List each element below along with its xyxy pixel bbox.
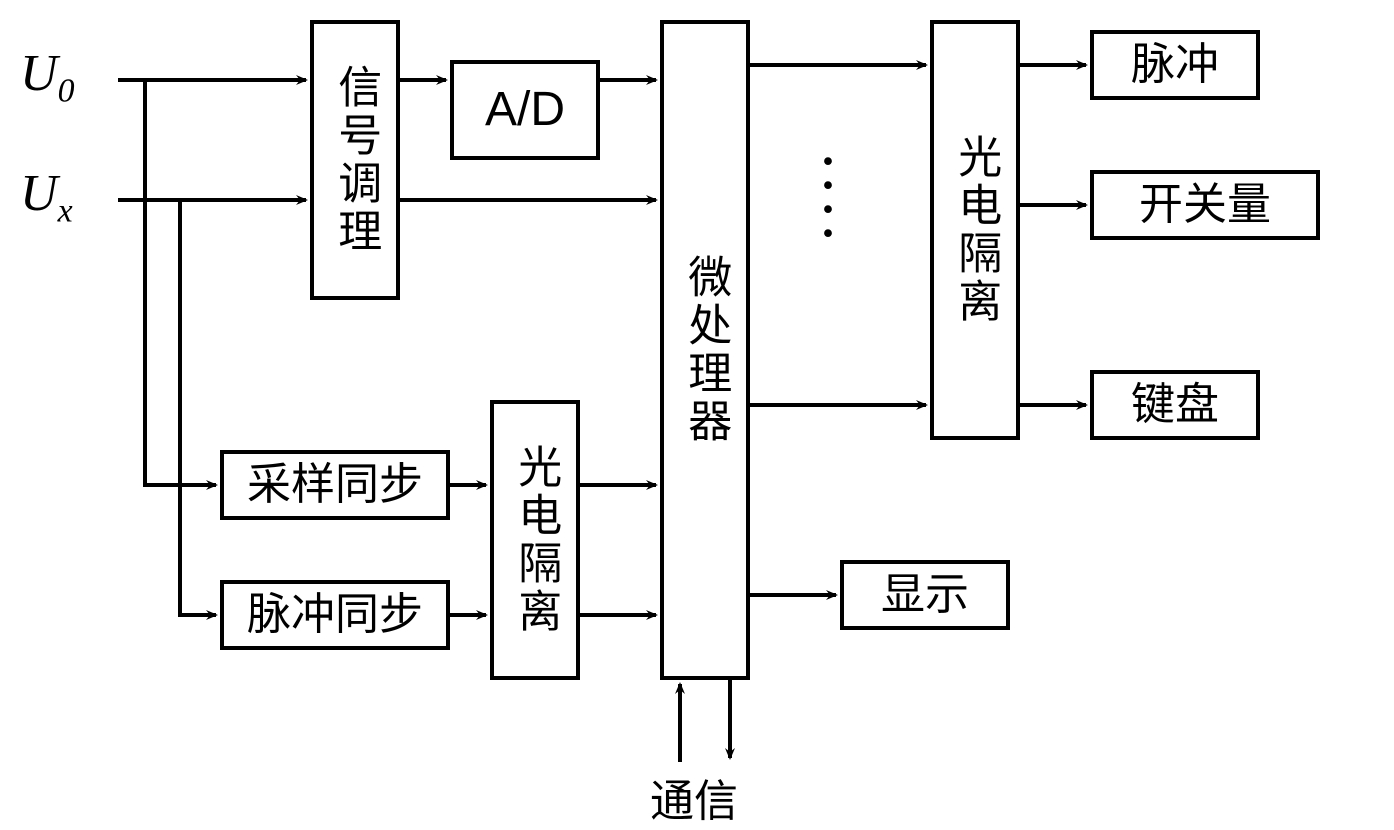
- block-pulse-output: 脉冲: [1090, 30, 1260, 100]
- input-ux-label: Ux: [20, 164, 73, 230]
- block-pulse-sync: 脉冲同步: [220, 580, 450, 650]
- diagram-canvas: U0 Ux 信号调理 A/D 采样同步 脉冲同步 光电隔离 微处理器 ···· …: [0, 0, 1394, 830]
- block-display: 显示: [840, 560, 1010, 630]
- block-ad-converter: A/D: [450, 60, 600, 160]
- ellipsis-dots: ····: [820, 150, 836, 246]
- input-u0-label: U0: [20, 44, 74, 110]
- block-switch-output: 开关量: [1090, 170, 1320, 240]
- block-keyboard: 键盘: [1090, 370, 1260, 440]
- block-opto-isolation-left: 光电隔离: [490, 400, 580, 680]
- label-communication: 通信: [650, 765, 738, 829]
- block-microprocessor: 微处理器: [660, 20, 750, 680]
- block-signal-conditioning: 信号调理: [310, 20, 400, 300]
- block-sample-sync: 采样同步: [220, 450, 450, 520]
- block-opto-isolation-right: 光电隔离: [930, 20, 1020, 440]
